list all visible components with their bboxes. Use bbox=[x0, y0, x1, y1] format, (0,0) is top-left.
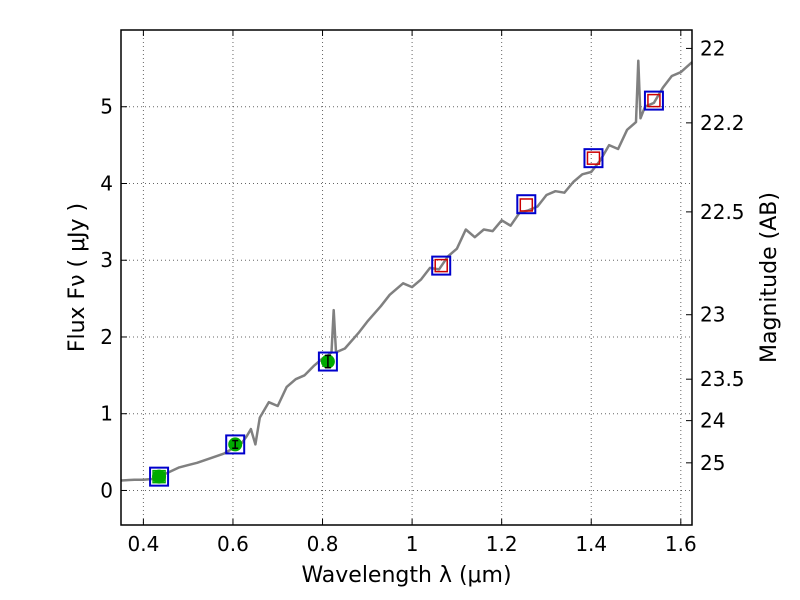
ticks-layer: 0.4 0.6 0.8 1 1.2 1.4 1.60123452222.222.52323.… bbox=[100, 30, 745, 556]
y-tick-label: 3 bbox=[100, 248, 113, 272]
y-axis-title: Flux Fν ( μJy ) bbox=[65, 203, 90, 352]
x-tick-label: 1.6 bbox=[665, 532, 697, 556]
y-tick-label: 2 bbox=[100, 325, 113, 349]
x-tick-label: 0.4 bbox=[127, 532, 159, 556]
plot-frame bbox=[120, 29, 693, 526]
y-tick-label: 5 bbox=[100, 95, 113, 119]
red-observed-square bbox=[434, 258, 448, 273]
blue-model-square bbox=[516, 194, 537, 215]
mag-tick-label: 22.5 bbox=[700, 200, 745, 224]
blue-model-square bbox=[643, 90, 664, 111]
blue-model-square bbox=[583, 148, 604, 169]
red-observed-square bbox=[519, 198, 534, 212]
x-tick-label: 0.6 bbox=[217, 532, 249, 556]
y-tick-label: 4 bbox=[100, 171, 113, 195]
blue-model-square bbox=[149, 466, 170, 487]
red-observed-square bbox=[586, 151, 601, 165]
mag-tick-label: 22 bbox=[700, 36, 725, 60]
x-tick-label: 1.2 bbox=[486, 532, 518, 556]
green-detection-box bbox=[152, 469, 166, 484]
mag-tick-label: 23.5 bbox=[700, 367, 745, 391]
y-tick-label: 0 bbox=[100, 478, 113, 502]
blue-model-square bbox=[317, 351, 338, 372]
red-observed-square bbox=[647, 93, 661, 108]
mag-tick-label: 23 bbox=[700, 303, 725, 327]
x-axis-title: Wavelength λ (μm) bbox=[301, 563, 511, 588]
blue-model-square bbox=[431, 255, 452, 276]
grid-lines bbox=[121, 30, 692, 525]
spectrum-line bbox=[120, 59, 693, 482]
y2-axis-title: Magnitude (AB) bbox=[757, 192, 782, 363]
y-tick-label: 1 bbox=[100, 402, 113, 426]
mag-tick-label: 25 bbox=[700, 451, 725, 475]
mag-tick-label: 24 bbox=[700, 409, 725, 433]
x-tick-label: 1.4 bbox=[575, 532, 607, 556]
mag-tick-label: 22.2 bbox=[700, 111, 745, 135]
spectrum-layer bbox=[120, 59, 693, 482]
markers-layer bbox=[149, 90, 664, 487]
x-tick-label: 1 bbox=[406, 532, 419, 556]
green-detection-point bbox=[152, 469, 167, 484]
x-tick-label: 0.8 bbox=[307, 532, 339, 556]
blue-model-square bbox=[225, 434, 246, 455]
